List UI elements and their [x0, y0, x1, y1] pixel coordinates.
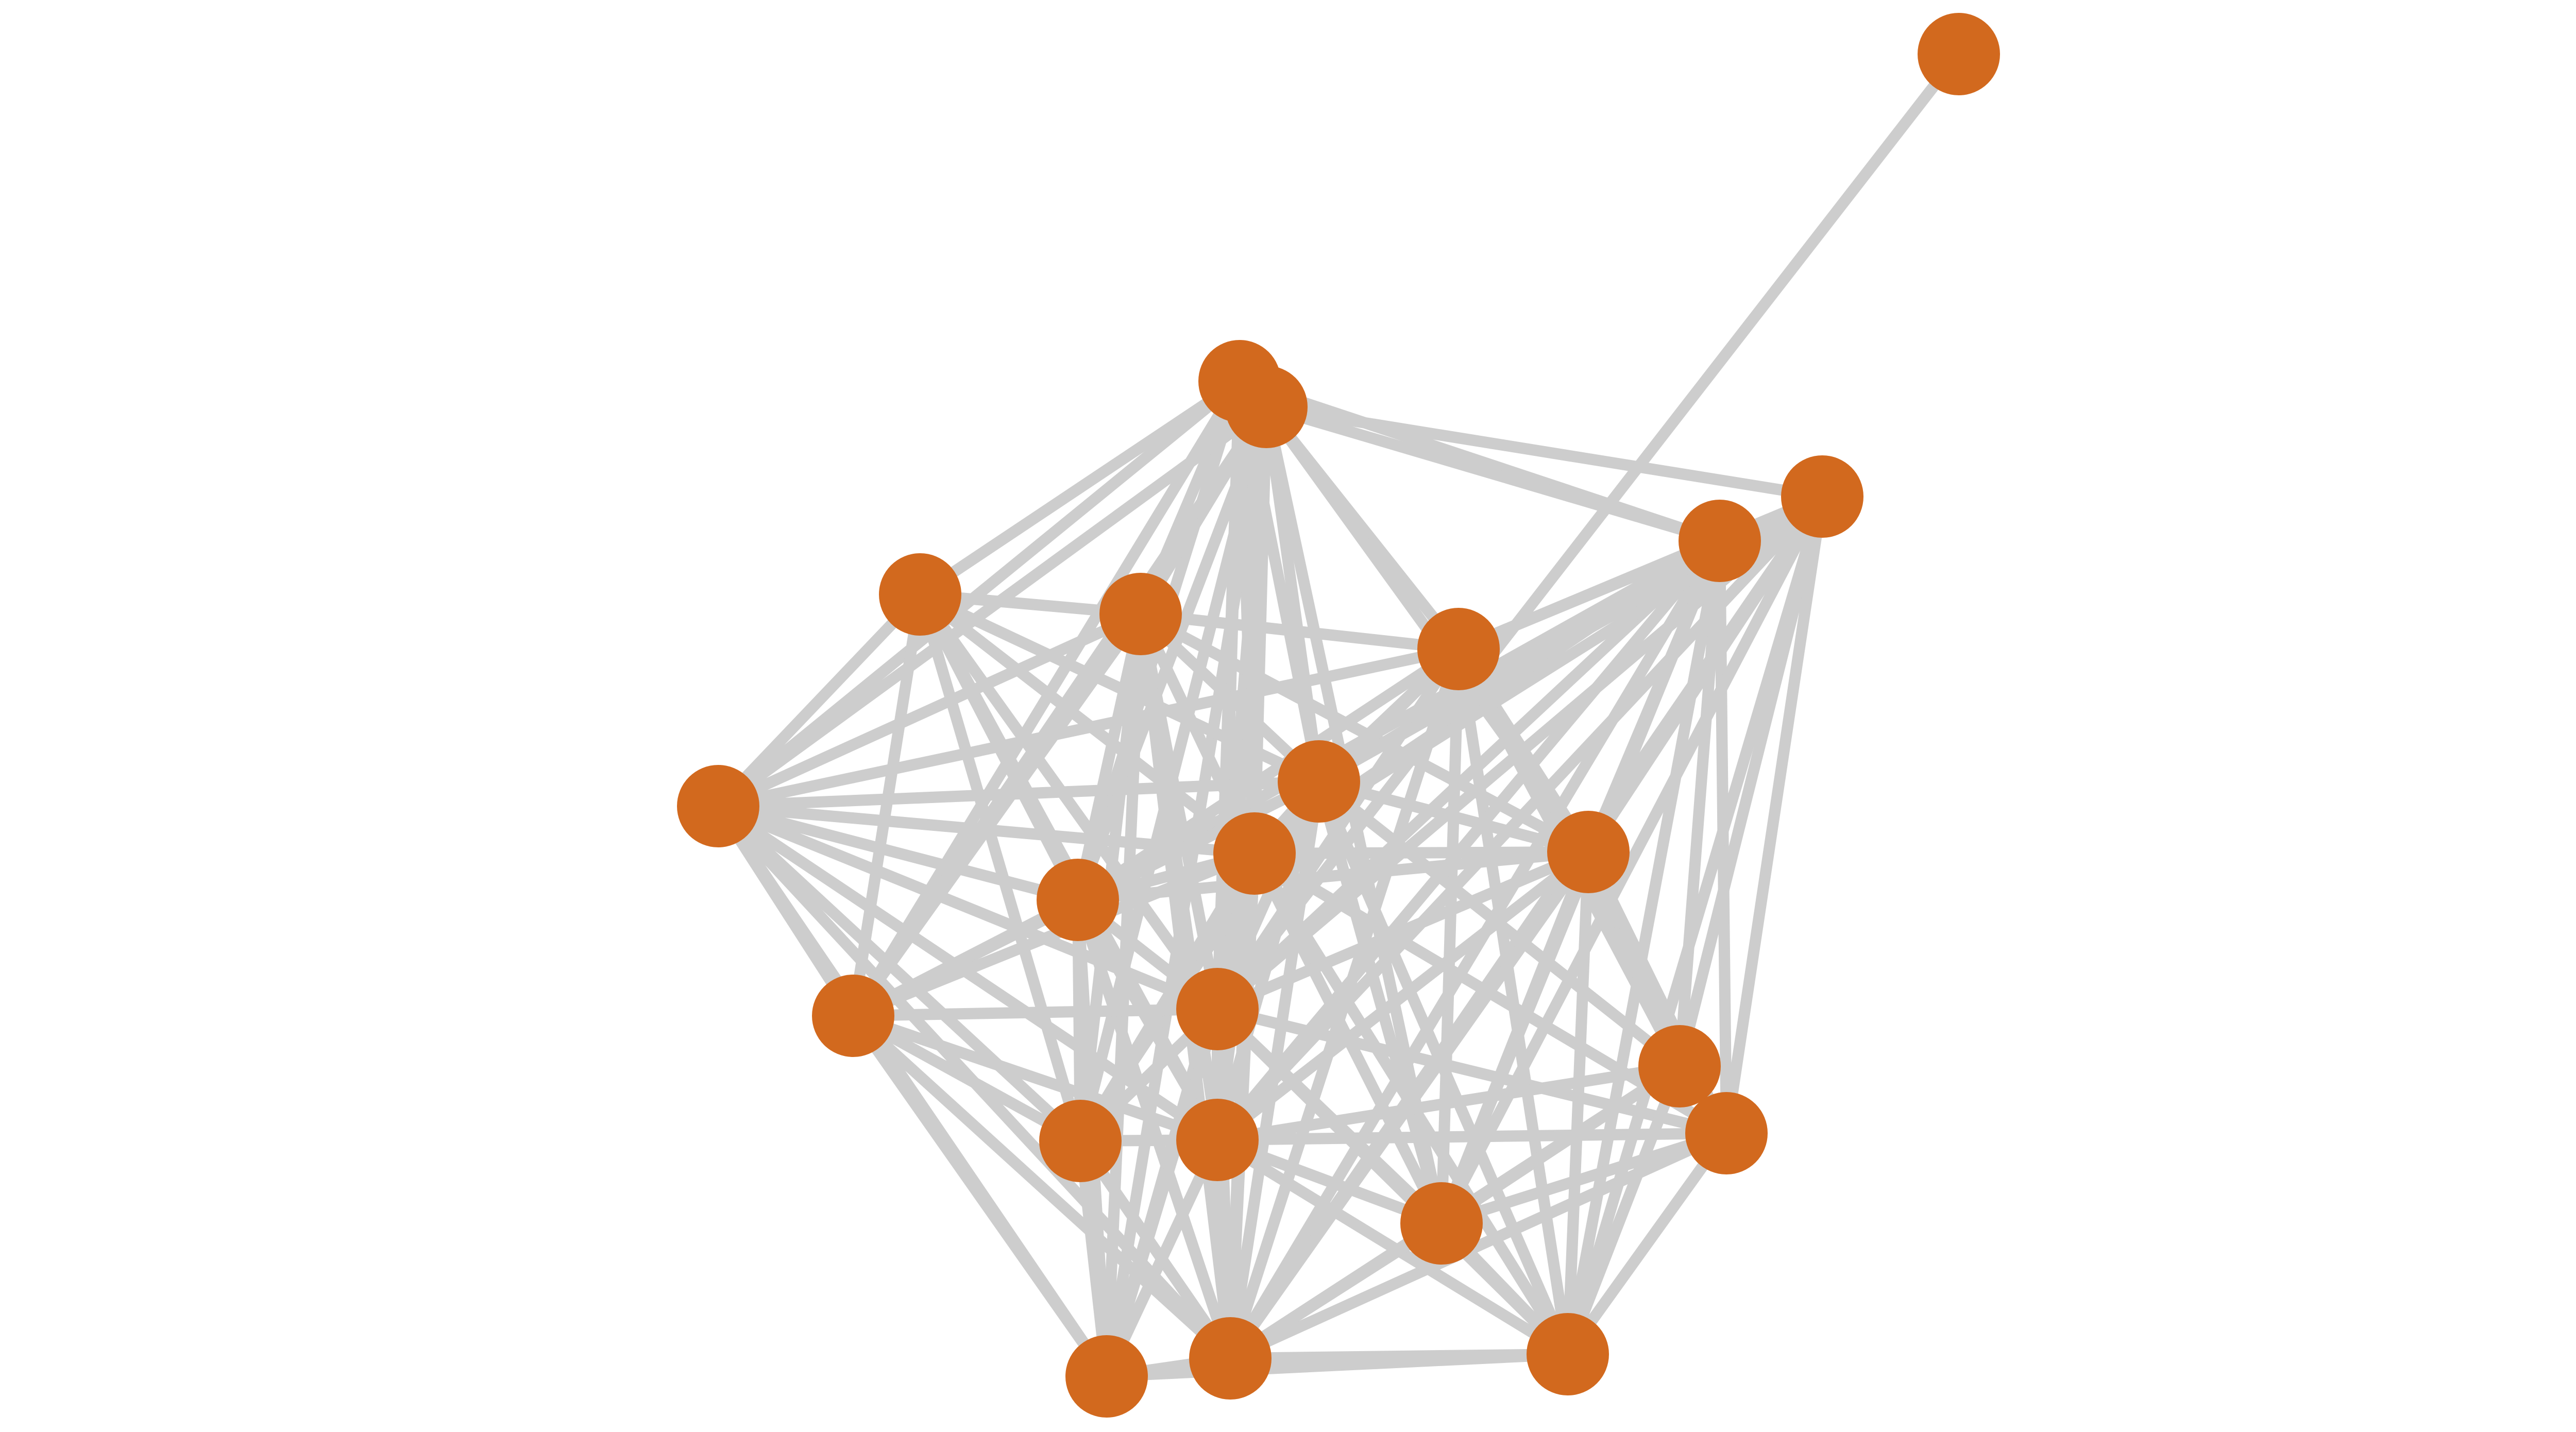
graph-edge: [1563, 1130, 1731, 1358]
graph-edge: [714, 802, 1084, 1146]
graph-edge: [1072, 405, 1272, 902]
graph-node: [1781, 455, 1863, 538]
graph-edge: [1075, 536, 1723, 905]
graph-edge: [1214, 1135, 1571, 1359]
graph-edge: [1140, 608, 1460, 655]
graph-edge: [1721, 496, 1828, 1134]
graph-edge: [717, 800, 1079, 906]
graph-edge: [1225, 853, 1260, 1359]
graph-edge: [718, 800, 1255, 859]
graph-edges-layer: [713, 50, 1963, 1382]
graph-edge: [716, 608, 1143, 812]
graph-edge: [1215, 846, 1591, 1015]
graph-edge: [1075, 850, 1260, 1144]
graph-nodes-layer: [677, 13, 2000, 1418]
graph-node: [1176, 1099, 1259, 1181]
graph-edge: [853, 1003, 1218, 1021]
graph-node: [1685, 1092, 1768, 1174]
graph-node: [1918, 13, 2000, 95]
graph-edge: [851, 1010, 1219, 1146]
graph-node: [1547, 811, 1630, 893]
graph-node: [1417, 608, 1500, 690]
graph-edge: [718, 776, 1319, 812]
graph-edge: [1216, 1003, 1728, 1139]
graph-edge: [1212, 780, 1325, 1141]
graph-node: [1400, 1182, 1483, 1265]
graph-edge: [917, 376, 1243, 600]
graph-edge: [1214, 847, 1592, 1145]
graph-edge: [1265, 401, 1823, 502]
graph-node: [677, 765, 759, 847]
graph-edge: [1216, 1061, 1681, 1146]
graph-edge: [1230, 1349, 1568, 1364]
graph-edge: [1213, 537, 1724, 1144]
graph-node: [1176, 968, 1259, 1050]
graph-edge: [1562, 1064, 1685, 1356]
graph-edge: [1436, 849, 1594, 1226]
graph-node: [1527, 1313, 1609, 1395]
graph-node: [1189, 1317, 1272, 1400]
graph-edge: [1562, 495, 1828, 1356]
graph-edge: [1101, 1007, 1223, 1378]
graph-node: [1065, 1335, 1148, 1418]
graph-node: [1099, 573, 1182, 655]
graph-edge: [916, 591, 1222, 1013]
graph-edge: [1101, 1137, 1223, 1379]
graph-node: [1638, 1025, 1721, 1107]
graph-edge: [1562, 851, 1594, 1355]
graph-edge: [849, 1011, 1234, 1363]
graph-edge: [1439, 1128, 1728, 1229]
graph-edge: [1077, 846, 1589, 906]
graph-edge: [851, 848, 1257, 1021]
graph-edge: [1217, 1128, 1727, 1146]
graph-node: [1679, 500, 1761, 582]
graph-edge: [717, 643, 1460, 812]
graph-edge: [1436, 649, 1464, 1224]
graph-node: [1278, 740, 1360, 823]
graph-edge: [1674, 540, 1725, 1067]
graph-node: [812, 975, 894, 1057]
graph-edge: [850, 1011, 1083, 1146]
graph-edge: [1225, 538, 1725, 1361]
graph-edge: [1075, 1137, 1235, 1362]
graph-edge: [1072, 898, 1236, 1360]
graph-node: [1213, 812, 1296, 895]
graph-node: [1039, 1100, 1122, 1182]
graph-edge: [914, 592, 1086, 1143]
graph-edge: [716, 800, 1220, 1015]
graph-edge: [849, 1012, 1111, 1380]
graph-edge: [849, 610, 1145, 1019]
graph-node: [1037, 859, 1119, 941]
graph-edge: [1317, 776, 1590, 858]
graph-edge: [1436, 493, 1827, 1226]
graph-edge: [1228, 1128, 1729, 1364]
graph-edge: [714, 590, 924, 810]
graph-node: [879, 553, 961, 636]
graph-edge: [715, 402, 1270, 811]
graph-edge: [715, 377, 1243, 811]
graph-edge: [850, 895, 1081, 1021]
graph-edge: [1264, 401, 1722, 547]
graph-edge: [1227, 1218, 1445, 1363]
graph-node: [1225, 366, 1308, 448]
